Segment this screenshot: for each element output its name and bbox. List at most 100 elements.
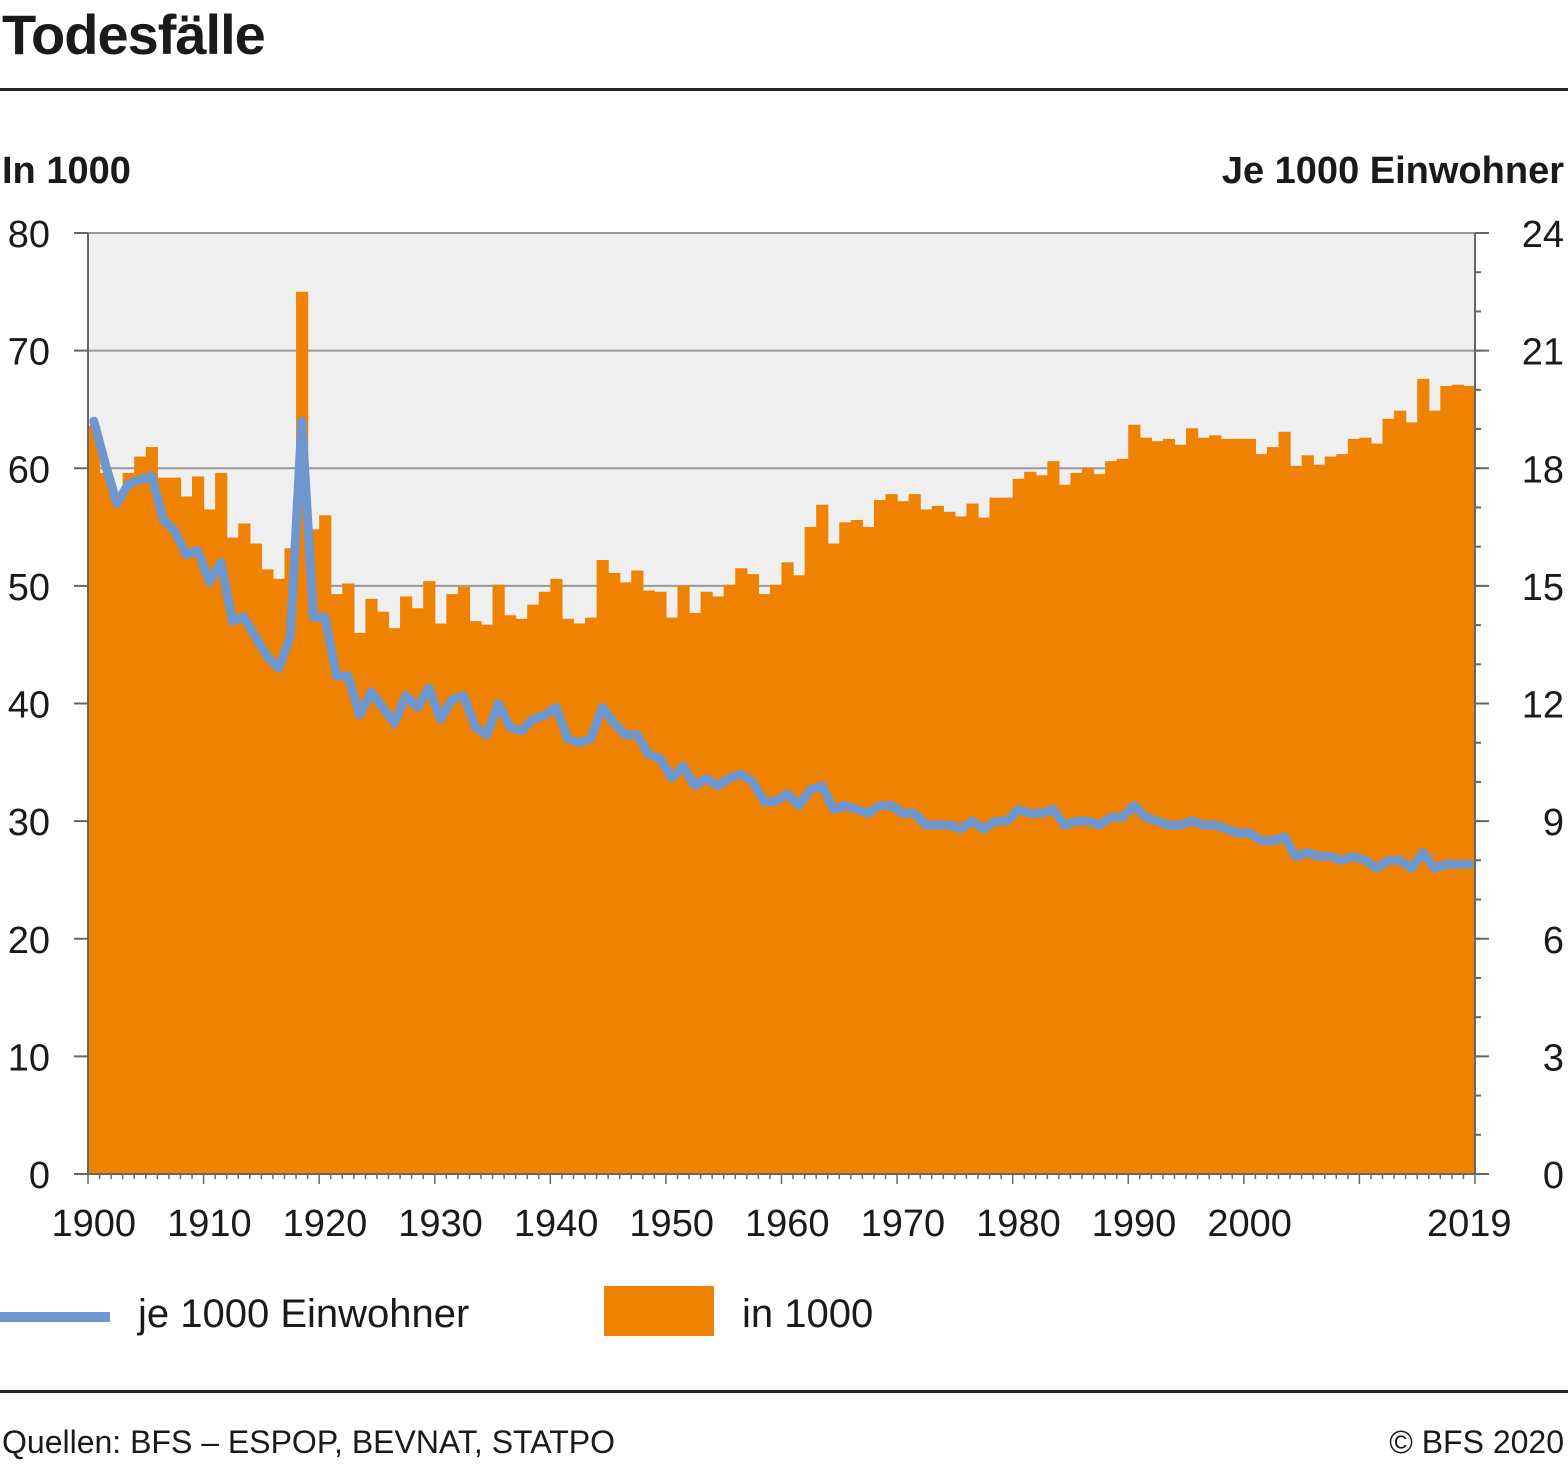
bar (908, 494, 921, 1174)
bar (1370, 443, 1384, 1174)
bar (1394, 410, 1407, 1174)
bar (758, 594, 771, 1174)
bar (1324, 456, 1337, 1174)
bar (769, 584, 783, 1174)
right-tick-label: 9 (1543, 802, 1564, 844)
bar (504, 615, 517, 1174)
bar (989, 497, 1002, 1174)
bar (99, 472, 112, 1175)
bar (203, 509, 216, 1174)
bar (1162, 438, 1176, 1175)
bar (1428, 410, 1441, 1174)
bar (977, 517, 991, 1174)
bar (122, 472, 135, 1175)
bar (538, 591, 551, 1174)
bar (1128, 424, 1141, 1175)
x-tick-label: 1980 (976, 1203, 1061, 1245)
bar (145, 447, 158, 1175)
bar (642, 590, 655, 1174)
bar (1047, 461, 1060, 1174)
bar (180, 496, 193, 1175)
bar (1266, 447, 1280, 1175)
axes (74, 232, 1489, 1184)
left-tick-label: 20 (8, 920, 50, 962)
bar (226, 537, 239, 1174)
bar (608, 572, 621, 1174)
bar (781, 562, 794, 1174)
bar (931, 505, 944, 1174)
bar (1463, 385, 1476, 1174)
bar (192, 476, 205, 1175)
bar (284, 548, 297, 1174)
bar (873, 500, 887, 1174)
bar (249, 543, 262, 1174)
bar (1405, 422, 1418, 1174)
x-tick-label: 1950 (629, 1203, 714, 1245)
bar (480, 624, 494, 1174)
bar (1278, 431, 1291, 1174)
right-tick-label: 6 (1543, 920, 1564, 962)
bar (746, 574, 759, 1174)
bar (168, 477, 182, 1174)
left-tick-label: 10 (8, 1037, 50, 1079)
bar (1347, 438, 1361, 1175)
right-tick-label: 24 (1522, 214, 1564, 256)
bar (735, 568, 748, 1174)
bar (492, 584, 505, 1174)
bar-series-in-1000 (88, 291, 1476, 1175)
bar (272, 578, 286, 1174)
bar (238, 523, 251, 1174)
bar (573, 623, 586, 1174)
bar (111, 498, 124, 1175)
bar (353, 632, 366, 1174)
bar (677, 585, 690, 1175)
bar (1417, 378, 1430, 1174)
left-tick-label: 30 (8, 802, 50, 844)
line-series-je-1000-einwohner (89, 416, 1474, 873)
x-tick-label: 2019 (1427, 1203, 1512, 1245)
bar (943, 511, 956, 1174)
bar (827, 543, 840, 1174)
legend-line-label: je 1000 Einwohner (138, 1292, 470, 1336)
bar (665, 617, 679, 1174)
bar (920, 509, 933, 1174)
x-tick-label: 1990 (1092, 1203, 1177, 1245)
bar (307, 529, 320, 1174)
x-tick-label: 1970 (861, 1203, 946, 1245)
bar (342, 583, 355, 1174)
source-note: Quellen: BFS – ESPOP, BEVNAT, STATPO (2, 1424, 615, 1460)
bar (215, 472, 228, 1175)
bar (1035, 475, 1048, 1174)
x-tick-label: 1900 (52, 1203, 137, 1245)
chart-title: Todesfälle (2, 3, 266, 66)
legend-bar-swatch (604, 1286, 714, 1336)
bar (1209, 435, 1222, 1174)
bar (1197, 437, 1210, 1174)
left-tick-label: 70 (8, 332, 50, 374)
right-axis-unit-label: Je 1000 Einwohner (1221, 150, 1564, 192)
bar (469, 621, 482, 1174)
left-tick-label: 80 (8, 214, 50, 256)
footer-divider (0, 1390, 1568, 1393)
bar (446, 594, 459, 1174)
bar (1243, 438, 1256, 1175)
bar (885, 494, 898, 1174)
right-tick-label: 12 (1522, 685, 1564, 727)
right-tick-label: 18 (1522, 449, 1564, 491)
right-tick-label: 21 (1522, 332, 1564, 374)
chart-area: 0 10 20 30 40 50 60 70 80 0 3 6 9 12 15 18 21 24 1900 191… (8, 214, 1564, 1245)
right-axis-tick-labels: 0 3 6 9 12 15 18 21 24 (1522, 214, 1564, 1197)
right-tick-label: 3 (1543, 1037, 1564, 1079)
x-tick-label: 1960 (745, 1203, 830, 1245)
bar (561, 618, 575, 1174)
bar (1451, 384, 1465, 1174)
left-tick-label: 0 (29, 1155, 50, 1197)
bar (839, 522, 852, 1174)
bar (411, 608, 424, 1174)
bar (365, 598, 378, 1174)
bar (804, 527, 817, 1174)
right-tick-label: 15 (1522, 567, 1564, 609)
copyright-note: © BFS 2020 (1389, 1424, 1564, 1460)
bar (134, 456, 147, 1174)
x-tick-label: 1920 (283, 1203, 368, 1245)
